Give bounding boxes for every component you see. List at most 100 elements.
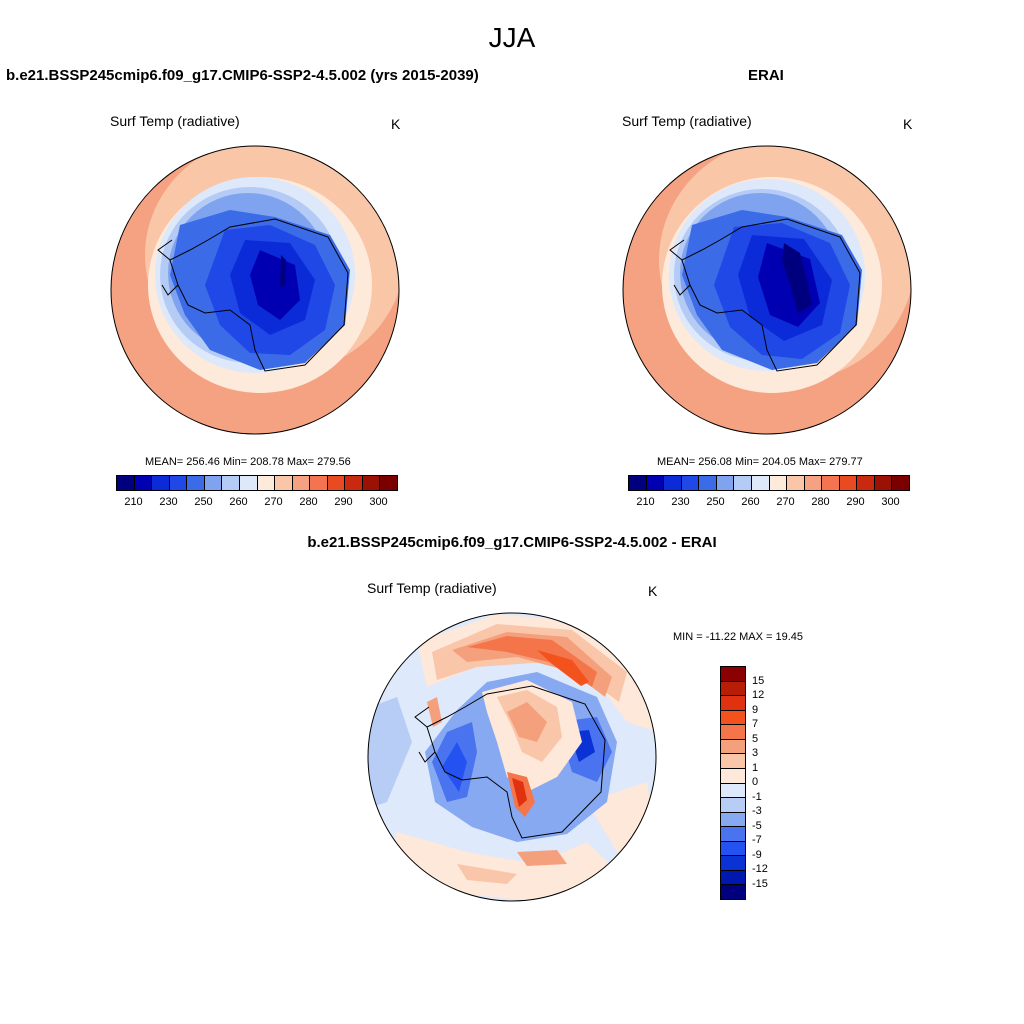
- model-colorbar-swatch: [362, 476, 381, 490]
- obs-polar-map: [622, 145, 912, 435]
- obs-colorbar-swatch: [769, 476, 788, 490]
- diff-colorbar-tick-label: 5: [752, 732, 759, 745]
- diff-colorbar-tick-label: 1: [752, 761, 759, 774]
- model-variable-label: Surf Temp (radiative): [110, 113, 240, 129]
- model-colorbar-swatch: [187, 476, 205, 490]
- diff-colorbar-ticks: -15 -12 -9 -7 -5 -3 -1 0 1 3 5 7 9 12 15: [752, 666, 792, 898]
- obs-colorbar-swatch: [751, 476, 770, 490]
- diff-variable-label: Surf Temp (radiative): [367, 580, 497, 596]
- obs-colorbar-tick-label: 290: [846, 496, 865, 508]
- obs-colorbar-tick-label: 250: [706, 496, 725, 508]
- obs-colorbar: [628, 475, 910, 491]
- diff-colorbar-swatch: [721, 855, 745, 870]
- diff-colorbar-tick-label: 12: [752, 689, 765, 701]
- model-colorbar-tick-label: 260: [229, 496, 248, 508]
- model-colorbar-swatch: [152, 476, 170, 490]
- obs-colorbar-tick-label: 230: [671, 496, 690, 508]
- model-colorbar-tick-label: 290: [334, 496, 353, 508]
- diff-colorbar-swatch: [721, 869, 745, 885]
- obs-colorbar-swatch: [804, 476, 823, 490]
- diff-colorbar-swatch: [721, 724, 745, 739]
- diff-colorbar-tick-label: -12: [752, 863, 768, 875]
- model-colorbar-swatch: [169, 476, 188, 490]
- diff-colorbar-swatch: [721, 738, 745, 754]
- obs-colorbar-swatch: [734, 476, 752, 490]
- diff-colorbar-tick-label: 0: [752, 776, 759, 788]
- obs-colorbar-swatch: [664, 476, 682, 490]
- obs-colorbar-tick-label: 270: [776, 496, 795, 508]
- diff-colorbar-tick-label: -5: [752, 819, 762, 832]
- model-colorbar-ticks: 210 230 250 260 270 280 290 300: [116, 496, 396, 510]
- model-colorbar-tick-label: 210: [124, 496, 143, 508]
- model-colorbar-swatch: [327, 476, 346, 490]
- obs-stats: MEAN= 256.08 Min= 204.05 Max= 279.77: [657, 456, 863, 468]
- obs-colorbar-ticks: 210 230 250 260 270 280 290 300: [628, 496, 908, 510]
- model-colorbar-tick-label: 270: [264, 496, 283, 508]
- obs-colorbar-swatch: [839, 476, 858, 490]
- model-colorbar-tick-label: 250: [194, 496, 213, 508]
- diff-panel-title: b.e21.BSSP245cmip6.f09_g17.CMIP6-SSP2-4.…: [307, 534, 717, 551]
- model-polar-map: [110, 145, 400, 435]
- model-stats: MEAN= 256.46 Min= 208.78 Max= 279.56: [145, 456, 351, 468]
- diff-colorbar-tick-label: -15: [752, 877, 768, 890]
- diff-colorbar-swatch: [721, 840, 745, 856]
- model-colorbar-swatch: [275, 476, 293, 490]
- diff-colorbar-swatch: [721, 695, 745, 710]
- obs-colorbar-swatch: [822, 476, 840, 490]
- diff-stats: MIN = -11.22 MAX = 19.45: [673, 631, 804, 643]
- diff-colorbar-swatch: [721, 680, 745, 696]
- obs-colorbar-swatch: [646, 476, 665, 490]
- model-colorbar-swatch: [380, 476, 397, 490]
- model-colorbar-swatch: [292, 476, 311, 490]
- model-colorbar-swatch: [117, 476, 135, 490]
- model-colorbar: [116, 475, 398, 491]
- obs-colorbar-swatch: [874, 476, 893, 490]
- diff-polar-map: [367, 612, 657, 902]
- model-colorbar-swatch: [134, 476, 153, 490]
- diff-colorbar-tick-label: -7: [752, 834, 762, 846]
- model-colorbar-swatch: [204, 476, 223, 490]
- obs-colorbar-swatch: [857, 476, 875, 490]
- diff-colorbar-tick-label: -3: [752, 805, 762, 817]
- model-colorbar-swatch: [239, 476, 258, 490]
- figure-title: JJA: [488, 22, 536, 53]
- model-colorbar-swatch: [310, 476, 328, 490]
- diff-colorbar-swatch: [721, 782, 745, 798]
- obs-colorbar-swatch: [787, 476, 805, 490]
- diff-colorbar-tick-label: 15: [752, 674, 765, 687]
- diff-colorbar-swatch: [721, 767, 745, 783]
- diff-colorbar: [720, 666, 746, 900]
- diff-colorbar-swatch: [721, 709, 745, 725]
- model-units-label: K: [391, 116, 401, 132]
- diff-colorbar-tick-label: 7: [752, 718, 759, 730]
- obs-units-label: K: [903, 116, 913, 132]
- diff-colorbar-swatch: [721, 753, 745, 768]
- diff-colorbar-tick-label: -9: [752, 848, 762, 861]
- diff-colorbar-swatch: [721, 826, 745, 841]
- obs-colorbar-swatch: [716, 476, 735, 490]
- diff-colorbar-swatch: [721, 811, 745, 827]
- diff-units-label: K: [648, 583, 658, 599]
- diff-colorbar-swatch: [721, 797, 745, 812]
- obs-colorbar-tick-label: 280: [811, 496, 830, 508]
- diff-colorbar-tick-label: -1: [752, 790, 762, 803]
- obs-colorbar-swatch: [681, 476, 700, 490]
- obs-colorbar-tick-label: 260: [741, 496, 760, 508]
- obs-colorbar-swatch: [892, 476, 909, 490]
- obs-colorbar-swatch: [629, 476, 647, 490]
- obs-colorbar-swatch: [699, 476, 717, 490]
- obs-variable-label: Surf Temp (radiative): [622, 113, 752, 129]
- diff-colorbar-tick-label: 9: [752, 703, 759, 716]
- model-colorbar-swatch: [345, 476, 363, 490]
- obs-panel-title: ERAI: [748, 67, 784, 84]
- diff-colorbar-tick-label: 3: [752, 747, 759, 759]
- model-colorbar-tick-label: 230: [159, 496, 178, 508]
- diff-colorbar-swatch: [721, 667, 745, 681]
- obs-colorbar-tick-label: 210: [636, 496, 655, 508]
- diff-colorbar-swatch: [721, 884, 745, 899]
- model-panel-title: b.e21.BSSP245cmip6.f09_g17.CMIP6-SSP2-4.…: [6, 67, 479, 84]
- model-colorbar-tick-label: 280: [299, 496, 318, 508]
- model-colorbar-tick-label: 300: [369, 496, 388, 508]
- obs-colorbar-tick-label: 300: [881, 496, 900, 508]
- model-colorbar-swatch: [257, 476, 276, 490]
